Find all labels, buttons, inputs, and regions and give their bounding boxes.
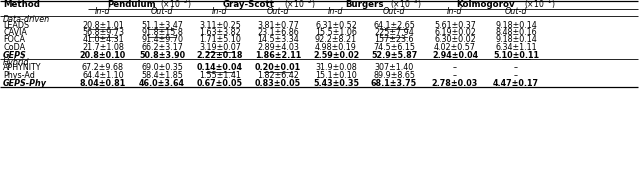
Text: Hybrid: Hybrid	[3, 58, 29, 67]
Text: GEPS: GEPS	[3, 50, 27, 60]
Text: 0.14±0.04: 0.14±0.04	[197, 64, 243, 73]
Text: 2.59±0.02: 2.59±0.02	[313, 50, 359, 60]
Text: Gray-Scott: Gray-Scott	[223, 0, 275, 9]
Text: Out-d: Out-d	[267, 7, 289, 17]
Text: 2.89±4.03: 2.89±4.03	[257, 43, 299, 52]
Text: 68.1±3.75: 68.1±3.75	[371, 79, 417, 88]
Text: $(\times10^{-2})$: $(\times10^{-2})$	[160, 0, 191, 11]
Text: 64.4±1.10: 64.4±1.10	[82, 71, 124, 80]
Text: 21.7±1.08: 21.7±1.08	[82, 43, 124, 52]
Text: 64.1±2.65: 64.1±2.65	[373, 21, 415, 30]
Text: Out-d: Out-d	[505, 7, 527, 17]
Text: 92.2±8.21: 92.2±8.21	[315, 36, 357, 45]
Text: 56.8±9.73: 56.8±9.73	[82, 28, 124, 37]
Text: 0.67±0.05: 0.67±0.05	[197, 79, 243, 88]
Text: In-d: In-d	[212, 7, 228, 17]
Text: 3.11±0.25: 3.11±0.25	[199, 21, 241, 30]
Text: 51.1±3.47: 51.1±3.47	[141, 21, 183, 30]
Text: 58.4±1.85: 58.4±1.85	[141, 71, 183, 80]
Text: 157±23.6: 157±23.6	[374, 36, 413, 45]
Text: 2.94±0.04: 2.94±0.04	[432, 50, 478, 60]
Text: Phys-Ad: Phys-Ad	[3, 71, 35, 80]
Text: Pendulum: Pendulum	[108, 0, 156, 9]
Text: 46.0±3.64: 46.0±3.64	[139, 79, 185, 88]
Text: 4.02±0.57: 4.02±0.57	[434, 43, 476, 52]
Text: 8.04±0.81: 8.04±0.81	[80, 79, 126, 88]
Text: 6.19±0.02: 6.19±0.02	[434, 28, 476, 37]
Text: GEPS-Phy: GEPS-Phy	[3, 79, 47, 88]
Text: FOCA: FOCA	[3, 36, 25, 45]
Text: 6.34±1.11: 6.34±1.11	[495, 43, 537, 52]
Text: 9.18±0.14: 9.18±0.14	[495, 21, 537, 30]
Text: 4.98±0.19: 4.98±0.19	[315, 43, 357, 52]
Text: In-d: In-d	[328, 7, 344, 17]
Text: 6.30±0.02: 6.30±0.02	[434, 36, 476, 45]
Text: Data-driven: Data-driven	[3, 15, 51, 24]
Text: In-d: In-d	[447, 7, 463, 17]
Text: 6.31±0.52: 6.31±0.52	[315, 21, 357, 30]
Text: Method: Method	[3, 0, 40, 9]
Text: 5.61±0.37: 5.61±0.37	[434, 21, 476, 30]
Text: 20.8±0.10: 20.8±0.10	[80, 50, 126, 60]
Text: 0.20±0.01: 0.20±0.01	[255, 64, 301, 73]
Text: In-d: In-d	[95, 7, 111, 17]
Text: 50.8±3.90: 50.8±3.90	[139, 50, 185, 60]
Text: 67.2±9.68: 67.2±9.68	[82, 64, 124, 73]
Text: –: –	[453, 64, 457, 73]
Text: 1.82±6.42: 1.82±6.42	[257, 71, 299, 80]
Text: 31.9±0.08: 31.9±0.08	[315, 64, 357, 73]
Text: $(\times10^{-2})$: $(\times10^{-2})$	[284, 0, 316, 11]
Text: –: –	[514, 64, 518, 73]
Text: 3.81±0.77: 3.81±0.77	[257, 21, 299, 30]
Text: 74.5±6.15: 74.5±6.15	[373, 43, 415, 52]
Text: 3.19±0.07: 3.19±0.07	[199, 43, 241, 52]
Text: 1.86±2.11: 1.86±2.11	[255, 50, 301, 60]
Text: Kolmogorov: Kolmogorov	[457, 0, 515, 9]
Text: 15.5±1.06: 15.5±1.06	[315, 28, 357, 37]
Text: 91.8±15.8: 91.8±15.8	[141, 28, 183, 37]
Text: LEADS: LEADS	[3, 21, 29, 30]
Text: APHYNITY: APHYNITY	[3, 64, 42, 73]
Text: Out-d: Out-d	[383, 7, 405, 17]
Text: 307±1.40: 307±1.40	[374, 64, 413, 73]
Text: 20.8±1.01: 20.8±1.01	[82, 21, 124, 30]
Text: 1.71±5.10: 1.71±5.10	[199, 36, 241, 45]
Text: 66.2±3.17: 66.2±3.17	[141, 43, 183, 52]
Text: CAVIA: CAVIA	[3, 28, 27, 37]
Text: 23.1±6.86: 23.1±6.86	[257, 28, 299, 37]
Text: 89.9±8.65: 89.9±8.65	[373, 71, 415, 80]
Text: 8.48±0.16: 8.48±0.16	[495, 28, 537, 37]
Text: –: –	[514, 71, 518, 80]
Text: Out-d: Out-d	[151, 7, 173, 17]
Text: $(\times10^{-3})$: $(\times10^{-3})$	[390, 0, 422, 11]
Text: CoDA: CoDA	[3, 43, 25, 52]
Text: –: –	[453, 71, 457, 80]
Text: 91.4±9.70: 91.4±9.70	[141, 36, 183, 45]
Text: 69.0±0.35: 69.0±0.35	[141, 64, 183, 73]
Text: 0.83±0.05: 0.83±0.05	[255, 79, 301, 88]
Text: 1.63±3.82: 1.63±3.82	[199, 28, 241, 37]
Text: 2.78±0.03: 2.78±0.03	[432, 79, 478, 88]
Text: 9.18±0.14: 9.18±0.14	[495, 36, 537, 45]
Text: 5.43±0.35: 5.43±0.35	[313, 79, 359, 88]
Text: Burgers: Burgers	[346, 0, 384, 9]
Text: 41.0±4.31: 41.0±4.31	[82, 36, 124, 45]
Text: $(\times10^{-1})$: $(\times10^{-1})$	[524, 0, 556, 11]
Text: 225±7.94: 225±7.94	[374, 28, 414, 37]
Text: 4.47±0.17: 4.47±0.17	[493, 79, 539, 88]
Text: 5.10±0.11: 5.10±0.11	[493, 50, 539, 60]
Text: 15.1±0.10: 15.1±0.10	[315, 71, 357, 80]
Text: 1.55±1.41: 1.55±1.41	[199, 71, 241, 80]
Text: 2.22±0.18: 2.22±0.18	[196, 50, 243, 60]
Text: 52.9±5.87: 52.9±5.87	[371, 50, 417, 60]
Text: 14.5±3.34: 14.5±3.34	[257, 36, 299, 45]
